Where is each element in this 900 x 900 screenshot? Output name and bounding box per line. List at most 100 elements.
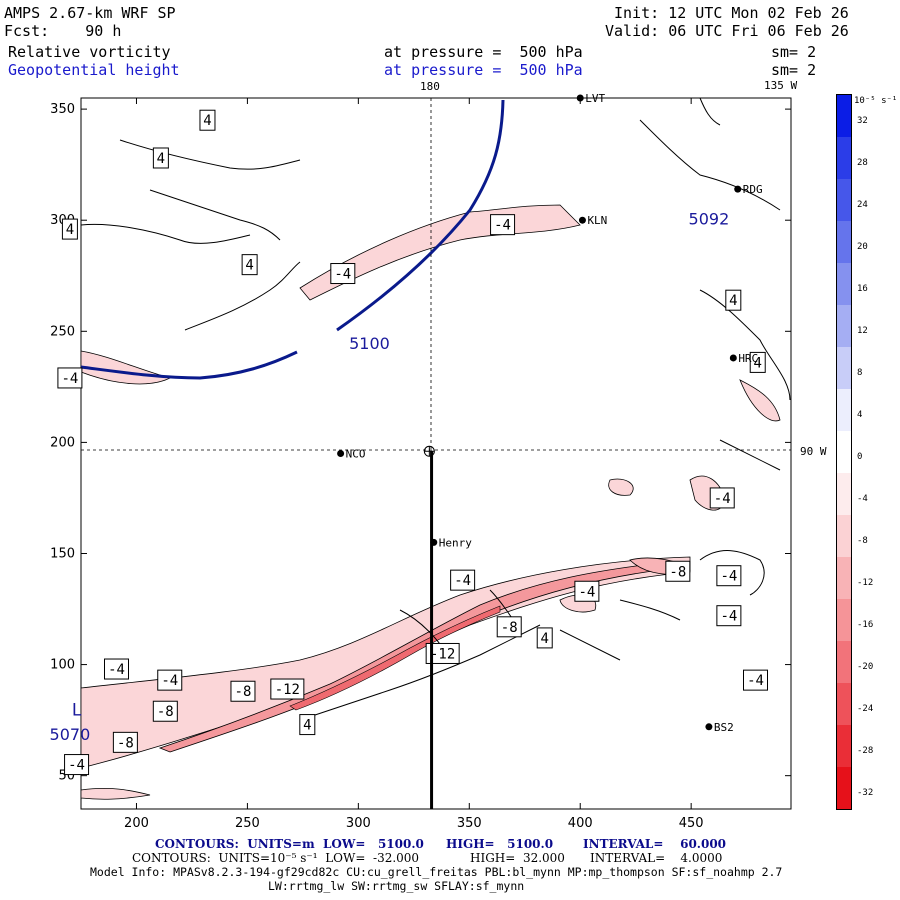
x-tick-label: 350 — [457, 816, 482, 831]
footer-vort-interval: INTERVAL= 4.0000 — [590, 851, 723, 865]
colorbar-tick-label: 12 — [857, 326, 868, 336]
x-tick-label: 300 — [346, 816, 371, 831]
station-hrc: HRC — [729, 352, 758, 365]
footer-model-info-2: LW:rrtmg_lw SW:rrtmg_sw SFLAY:sf_mynn — [268, 879, 525, 893]
vorticity-label: -4 — [330, 263, 356, 285]
vorticity-label: -8 — [152, 700, 178, 722]
lon-label-180: 180 — [420, 80, 440, 93]
colorbar-tick-label: -28 — [857, 746, 874, 756]
y-tick-label: 350 — [50, 102, 75, 117]
height-contour-label: 5092 — [689, 210, 730, 229]
vorticity-label: 4 — [199, 109, 216, 131]
vorticity-label: -12 — [425, 642, 460, 664]
forecast-hour: Fcst: 90 h — [4, 22, 122, 40]
station-bs2: BS2 — [705, 721, 734, 734]
svg-text:-4: -4 — [494, 218, 511, 234]
colorbar-swatch — [837, 557, 851, 599]
colorbar-swatch — [837, 137, 851, 179]
colorbar-tick-label: 4 — [857, 410, 863, 420]
colorbar-tick-label: 0 — [857, 452, 863, 462]
field1-level: at pressure = 500 hPa — [384, 43, 583, 61]
station-nco: NCO — [337, 448, 365, 461]
vorticity-label: 4 — [241, 254, 258, 276]
svg-text:-4: -4 — [161, 673, 178, 689]
colorbar-swatch — [837, 599, 851, 641]
svg-text:4: 4 — [754, 355, 762, 371]
cross-section-point — [423, 445, 435, 457]
svg-text:-8: -8 — [501, 620, 518, 636]
field1-name: Relative vorticity — [8, 43, 171, 61]
colorbar-swatch — [837, 431, 851, 473]
height-contour-thin — [699, 97, 721, 126]
vorticity-label: -8 — [665, 560, 691, 582]
vorticity-label: -4 — [157, 669, 183, 691]
low-pressure-marker: L — [72, 701, 82, 721]
svg-text:-4: -4 — [334, 267, 351, 283]
vorticity-label: -8 — [112, 731, 138, 753]
vorticity-label: 4 — [725, 289, 742, 311]
height-contour-label: 5100 — [349, 334, 390, 353]
svg-text:-4: -4 — [720, 569, 737, 585]
x-tick-label: 400 — [568, 816, 593, 831]
y-tick-label: 200 — [50, 435, 75, 450]
colorbar-swatch — [837, 473, 851, 515]
colorbar-tick-label: -32 — [857, 788, 874, 798]
footer-model-info: Model Info: MPASv8.2.3-194-gf29cd82c CU:… — [90, 865, 783, 879]
vorticity-label: -4 — [64, 754, 90, 776]
colorbar — [836, 94, 852, 810]
station-henry: Henry — [430, 536, 472, 549]
svg-text:Henry: Henry — [439, 536, 472, 549]
colorbar-tick-label: -24 — [857, 704, 874, 714]
y-tick-label: 250 — [50, 324, 75, 339]
colorbar-swatch — [837, 221, 851, 263]
vorticity-label: -8 — [496, 616, 522, 638]
svg-text:-12: -12 — [275, 682, 300, 698]
svg-text:HRC: HRC — [738, 352, 758, 365]
footer-height-interval: INTERVAL= 60.000 — [583, 837, 727, 851]
colorbar-swatch — [837, 263, 851, 305]
field2-smoothing: sm= 2 — [771, 61, 817, 79]
vorticity-label: -4 — [709, 487, 735, 509]
valid-time: Valid: 06 UTC Fri 06 Feb 26 — [605, 22, 849, 40]
colorbar-tick-label: 16 — [857, 284, 868, 294]
colorbar-tick-label: -16 — [857, 620, 874, 630]
colorbar-tick-label: 32 — [857, 116, 868, 126]
vorticity-label: -4 — [574, 580, 600, 602]
svg-text:4: 4 — [303, 718, 311, 734]
vorticity-label: 4 — [152, 147, 169, 169]
colorbar-swatch — [837, 179, 851, 221]
vorticity-label: 4 — [749, 351, 766, 373]
svg-text:-4: -4 — [108, 662, 125, 678]
vorticity-label: -4 — [716, 605, 742, 627]
plot-frame — [80, 97, 792, 810]
vorticity-label: 4 — [536, 627, 553, 649]
vorticity-label: -4 — [743, 669, 768, 691]
colorbar-tick-label: 8 — [857, 368, 863, 378]
x-tick-label: 200 — [124, 816, 149, 831]
svg-text:4: 4 — [157, 151, 165, 167]
svg-text:KLN: KLN — [587, 214, 607, 227]
height-contour-label: 5070 — [50, 725, 91, 744]
vorticity-label: -4 — [490, 214, 516, 236]
svg-text:-4: -4 — [714, 491, 731, 507]
colorbar-swatch — [837, 347, 851, 389]
colorbar-tick-label: 28 — [857, 158, 868, 168]
colorbar-tick-label: 20 — [857, 242, 868, 252]
colorbar-swatch — [837, 641, 851, 683]
vorticity-label: -4 — [716, 565, 742, 587]
field2-level: at pressure = 500 hPa — [384, 61, 583, 79]
field2-name: Geopotential height — [8, 61, 180, 79]
svg-text:NCO: NCO — [346, 448, 366, 461]
vorticity-label: -12 — [270, 678, 305, 700]
svg-text:-8: -8 — [157, 704, 174, 720]
vorticity-label: -4 — [104, 658, 129, 680]
colorbar-tick-label: -8 — [857, 536, 868, 546]
svg-text:-4: -4 — [720, 609, 737, 625]
colorbar-tick-label: -12 — [857, 578, 874, 588]
svg-text:-12: -12 — [430, 646, 455, 662]
lon-label-90w: 90 W — [800, 445, 827, 458]
init-time: Init: 12 UTC Mon 02 Feb 26 — [614, 4, 849, 22]
svg-text:-4: -4 — [61, 371, 78, 387]
vorticity-label: -4 — [57, 367, 83, 389]
